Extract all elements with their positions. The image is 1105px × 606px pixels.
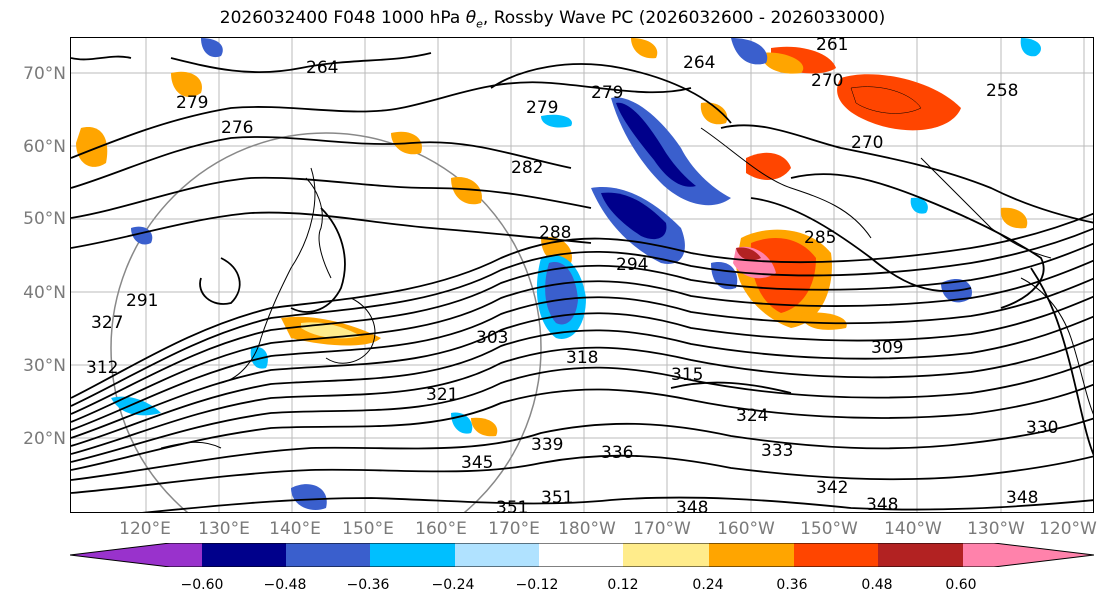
colorbar-segment — [709, 543, 794, 567]
colorbar-segment — [455, 543, 539, 567]
colorbar-segment — [286, 543, 370, 567]
lon-label-160e: 160°E — [415, 519, 467, 539]
colorbar-segments — [70, 543, 1094, 567]
contour-label-351b: 351 — [496, 498, 528, 513]
lon-label-130e: 130°E — [198, 519, 250, 539]
shading-warm — [76, 38, 1028, 437]
lon-label-120e: 120°E — [119, 519, 171, 539]
colorbar-tick-neg024: −0.24 — [431, 577, 475, 593]
lon-label-150e: 150°E — [342, 519, 394, 539]
contour-label-258: 258 — [986, 81, 1018, 101]
contour-label-312: 312 — [86, 358, 118, 378]
lon-label-180w: 180°W — [558, 519, 616, 539]
lon-label-170e: 170°E — [488, 519, 540, 539]
lon-label-170w: 170°W — [633, 519, 691, 539]
lat-label-20n: 20°N — [23, 429, 66, 449]
lat-label-60n: 60°N — [23, 137, 66, 157]
colorbar-tick-048: 0.48 — [861, 577, 893, 593]
colorbar — [70, 543, 1094, 567]
colorbar-segment — [794, 543, 878, 567]
colorbar-segment — [878, 543, 963, 567]
contour-label-264a: 264 — [306, 58, 338, 78]
title-prefix: 2026032400 F048 1000 hPa — [219, 8, 466, 28]
contour-label-303: 303 — [476, 328, 508, 348]
contour-label-264b: 264 — [683, 53, 715, 73]
colorbar-segment — [202, 543, 286, 567]
contour-label-321: 321 — [426, 385, 458, 405]
lat-label-70n: 70°N — [23, 64, 66, 84]
lat-label-50n: 50°N — [23, 209, 66, 229]
map-canvas: 261 264 264 270 279 279 276 282 285 288 … — [71, 38, 1093, 513]
lon-label-140w: 140°W — [884, 519, 942, 539]
contour-label-348c: 348 — [1006, 488, 1038, 508]
lon-label-140e: 140°E — [269, 519, 321, 539]
contour-label-348b: 348 — [866, 495, 898, 513]
contour-label-330: 330 — [1026, 418, 1058, 438]
lat-label-40n: 40°N — [23, 283, 66, 303]
contour-label-285: 285 — [804, 228, 836, 248]
colorbar-tick-012: 0.12 — [607, 577, 639, 593]
contour-label-324: 324 — [736, 406, 768, 426]
shading-cold — [111, 38, 1041, 510]
contour-label-288: 288 — [539, 223, 571, 243]
lon-label-130w: 130°W — [967, 519, 1025, 539]
graticule — [71, 38, 1093, 512]
contour-label-345: 345 — [461, 453, 493, 473]
contour-label-342: 342 — [816, 478, 848, 498]
contour-label-279a: 279 — [176, 93, 208, 113]
contour-label-294: 294 — [616, 255, 648, 275]
contour-label-279c: 279 — [591, 83, 623, 103]
contour-label-348a: 348 — [676, 498, 708, 513]
lon-label-160w: 160°W — [717, 519, 775, 539]
colorbar-tick-060: 0.60 — [945, 577, 977, 593]
theta-subscript: e — [476, 17, 483, 31]
reference-circle — [110, 132, 542, 512]
contour-label-336: 336 — [601, 443, 633, 463]
contour-label-270b: 270 — [851, 133, 883, 153]
contour-label-group: 261 264 264 270 279 279 276 282 285 288 … — [86, 38, 1058, 513]
map-title: 2026032400 F048 1000 hPa θe, Rossby Wave… — [0, 8, 1105, 30]
contour-label-327: 327 — [91, 313, 123, 333]
colorbar-tick-036: 0.36 — [776, 577, 808, 593]
contour-label-315: 315 — [671, 365, 703, 385]
coastlines — [160, 127, 1093, 449]
contour-label-279b: 279 — [526, 98, 558, 118]
contour-label-261: 261 — [816, 38, 848, 55]
contour-label-318: 318 — [566, 348, 598, 368]
lon-label-150w: 150°W — [800, 519, 858, 539]
lon-label-120w: 120°W — [1039, 519, 1097, 539]
contour-label-351a: 351 — [541, 488, 573, 508]
colorbar-segment — [623, 543, 709, 567]
colorbar-segment — [539, 543, 623, 567]
theta-symbol: θ — [465, 8, 477, 28]
colorbar-tick-neg036: −0.36 — [346, 577, 390, 593]
contour-label-276: 276 — [221, 118, 253, 138]
contour-label-333: 333 — [761, 441, 793, 461]
map-panel: 261 264 264 270 279 279 276 282 285 288 … — [70, 37, 1094, 513]
colorbar-segment — [963, 543, 1094, 567]
contour-label-282: 282 — [511, 158, 543, 178]
contour-label-270a: 270 — [811, 71, 843, 91]
contour-label-291: 291 — [126, 291, 158, 311]
colorbar-tick-neg048: −0.48 — [263, 577, 307, 593]
colorbar-tick-024: 0.24 — [692, 577, 724, 593]
colorbar-tick-neg012: −0.12 — [515, 577, 559, 593]
colorbar-segment — [370, 543, 455, 567]
contour-label-339: 339 — [531, 435, 563, 455]
colorbar-segment — [70, 543, 202, 567]
theta-e-contours — [71, 52, 1093, 512]
lat-label-30n: 30°N — [23, 356, 66, 376]
colorbar-tick-neg060: −0.60 — [180, 577, 224, 593]
title-suffix: , Rossby Wave PC (2026032600 - 202603300… — [482, 8, 886, 28]
contour-label-309: 309 — [871, 338, 903, 358]
